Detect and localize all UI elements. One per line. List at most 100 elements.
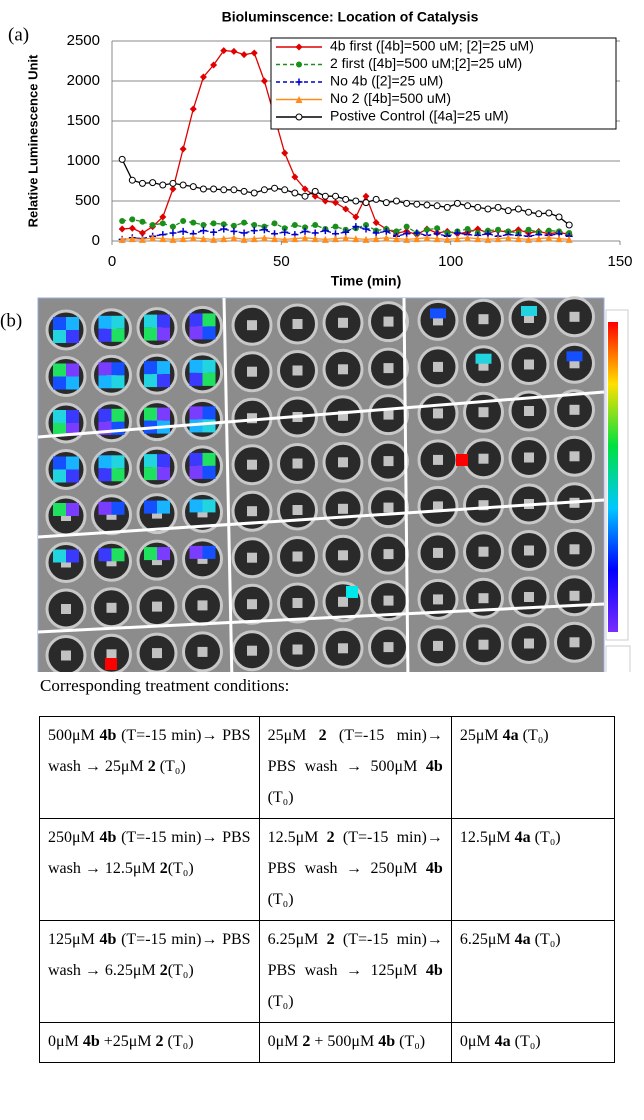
marker — [118, 155, 126, 163]
well-spot — [433, 361, 443, 372]
well-spot — [292, 551, 303, 562]
marker — [565, 235, 573, 243]
marker — [514, 235, 522, 243]
table-row: 250μM 4b (T=-15 min)→ PBS wash → 12.5μM … — [39, 818, 616, 921]
marker — [210, 220, 217, 227]
well-spot — [478, 639, 489, 650]
signal — [202, 406, 216, 420]
well-spot — [338, 317, 348, 328]
marker — [403, 223, 410, 230]
marker — [311, 192, 319, 200]
signal — [144, 327, 157, 341]
marker — [301, 185, 309, 193]
well-spot — [247, 320, 257, 331]
marker — [210, 235, 218, 243]
well-spot — [106, 649, 117, 660]
series — [118, 155, 573, 229]
well-spot — [292, 505, 303, 515]
marker — [199, 235, 207, 243]
marker — [423, 201, 431, 209]
well-spot — [247, 366, 257, 377]
signal — [111, 421, 125, 435]
marker — [403, 199, 411, 207]
signal — [111, 501, 125, 515]
signal — [144, 454, 157, 468]
well-spot — [152, 648, 162, 659]
cell-bold-text: 4b — [99, 931, 117, 948]
well-spot — [478, 453, 489, 464]
marker — [525, 226, 532, 233]
cell-bold-text: 4a — [494, 1033, 511, 1050]
treatment-table: 500μM 4b (T=-15 min)→ PBS wash → 25μM 2 … — [39, 716, 616, 1063]
signal — [346, 586, 358, 598]
marker — [118, 225, 126, 233]
signal — [202, 359, 216, 373]
marker — [291, 173, 299, 181]
cell-text: (T=-15 min)→ PBS wash → 500μM — [267, 727, 443, 775]
marker — [138, 229, 146, 237]
signal — [157, 361, 170, 375]
cell-text: (T₀) — [267, 993, 294, 1010]
legend-label: Postive Control ([4a]=25 uM) — [330, 108, 509, 124]
marker — [372, 235, 380, 243]
signal — [157, 327, 170, 341]
cell-bold-text: 2 — [326, 931, 335, 948]
marker — [199, 227, 207, 235]
marker — [312, 222, 319, 228]
cell-text: (T₀) — [163, 1033, 194, 1050]
marker — [251, 222, 258, 228]
wells — [45, 296, 595, 672]
marker — [250, 49, 258, 57]
well-spot — [383, 456, 394, 467]
marker — [128, 224, 136, 232]
well-spot — [197, 600, 208, 611]
marker — [159, 235, 167, 243]
x-tick-label: 0 — [108, 253, 116, 270]
cell-text: 25μM — [459, 727, 503, 744]
y-tick-label: 2000 — [67, 72, 100, 89]
marker — [138, 235, 146, 243]
signal — [144, 314, 157, 328]
well-spot — [433, 640, 443, 651]
signal — [430, 308, 446, 319]
well-spot — [478, 407, 489, 418]
marker — [128, 235, 136, 243]
cell-text: (T=-15 min)→ PBS wash → 125μM — [267, 931, 443, 979]
x-tick-label: 150 — [607, 253, 632, 270]
well-spot — [247, 552, 257, 563]
signal — [53, 363, 66, 377]
cell-text: (T₀) — [267, 891, 294, 908]
signal — [202, 465, 216, 479]
marker — [453, 235, 461, 243]
signal — [98, 455, 112, 469]
signal — [189, 359, 203, 373]
table-cell: 25μM 2 (T=-15 min)→ PBS wash → 500μM 4b … — [258, 716, 452, 819]
x-tick-label: 50 — [273, 253, 290, 270]
marker — [423, 234, 431, 242]
divider — [37, 602, 605, 634]
well-spot — [478, 360, 489, 371]
table-cell: 12.5μM 4a (T₀) — [450, 818, 616, 921]
signal — [111, 468, 125, 482]
marker — [311, 235, 319, 243]
marker — [484, 235, 492, 243]
cell-text: 6.25μM — [267, 931, 327, 948]
signal — [53, 376, 66, 390]
signal — [202, 313, 216, 327]
cell-text: 125μM — [48, 931, 100, 948]
well-spot — [106, 602, 117, 613]
well-spot — [569, 451, 580, 462]
marker — [179, 181, 187, 189]
marker — [250, 227, 258, 235]
y-axis-label: Relative Luminescence Unit — [25, 54, 40, 227]
well-spot — [478, 500, 489, 511]
signal — [202, 452, 216, 466]
marker — [363, 222, 369, 228]
signal — [98, 468, 112, 482]
well-spot — [383, 316, 394, 327]
marker — [301, 234, 309, 242]
marker — [342, 205, 350, 213]
signal — [202, 419, 216, 433]
marker — [382, 199, 390, 207]
marker — [210, 185, 218, 193]
